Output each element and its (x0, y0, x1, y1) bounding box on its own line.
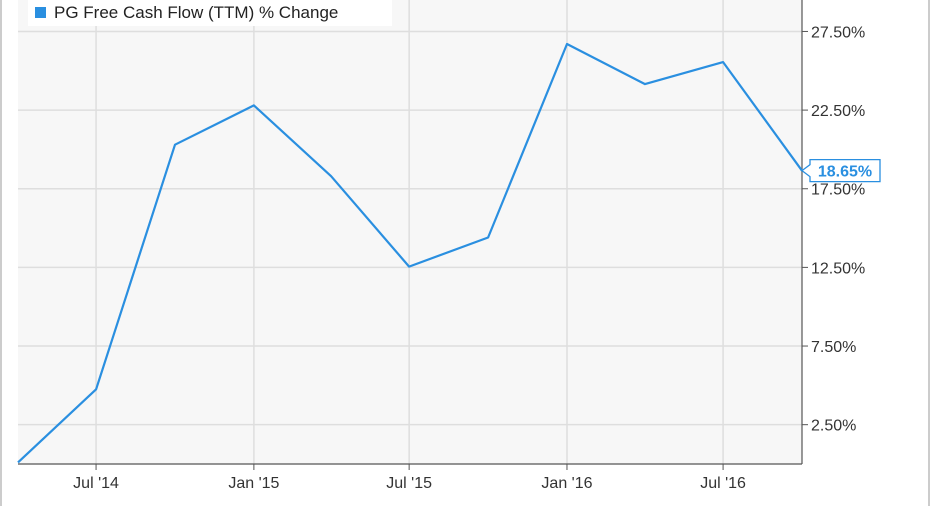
y-tick-label: 22.50% (811, 103, 865, 120)
y-tick-label: 27.50% (811, 24, 865, 41)
series-line (17, 42, 803, 464)
x-tick-label: Jul '15 (386, 475, 432, 492)
y-axis-ticks: 27.50% 22.50% 17.50% 12.50% 7.50% 2.50% (802, 24, 865, 435)
legend-box (28, 0, 392, 26)
x-tick-label: Jan '15 (228, 475, 279, 492)
legend-swatch (35, 7, 46, 18)
y-tick-label: 17.50% (811, 182, 865, 199)
y-tick-label: 2.50% (811, 418, 856, 435)
x-tick-label: Jul '14 (73, 475, 119, 492)
y-tick-label: 12.50% (811, 260, 865, 277)
plot-area (18, 0, 802, 464)
x-tick-label: Jul '16 (700, 475, 746, 492)
callout-box (800, 159, 881, 183)
x-tick-label: Jan '16 (541, 475, 592, 492)
last-value-callout: 18.65% (800, 159, 881, 183)
y-tick-label: 7.50% (811, 339, 856, 356)
x-axis-ticks: Jul '14 Jan '15 Jul '15 Jan '16 Jul '16 (73, 464, 746, 492)
callout-value: 18.65% (818, 164, 872, 181)
series-group (17, 42, 803, 464)
legend: PG Free Cash Flow (TTM) % Change (28, 0, 392, 26)
gridlines (18, 0, 802, 464)
legend-label: PG Free Cash Flow (TTM) % Change (54, 3, 338, 22)
